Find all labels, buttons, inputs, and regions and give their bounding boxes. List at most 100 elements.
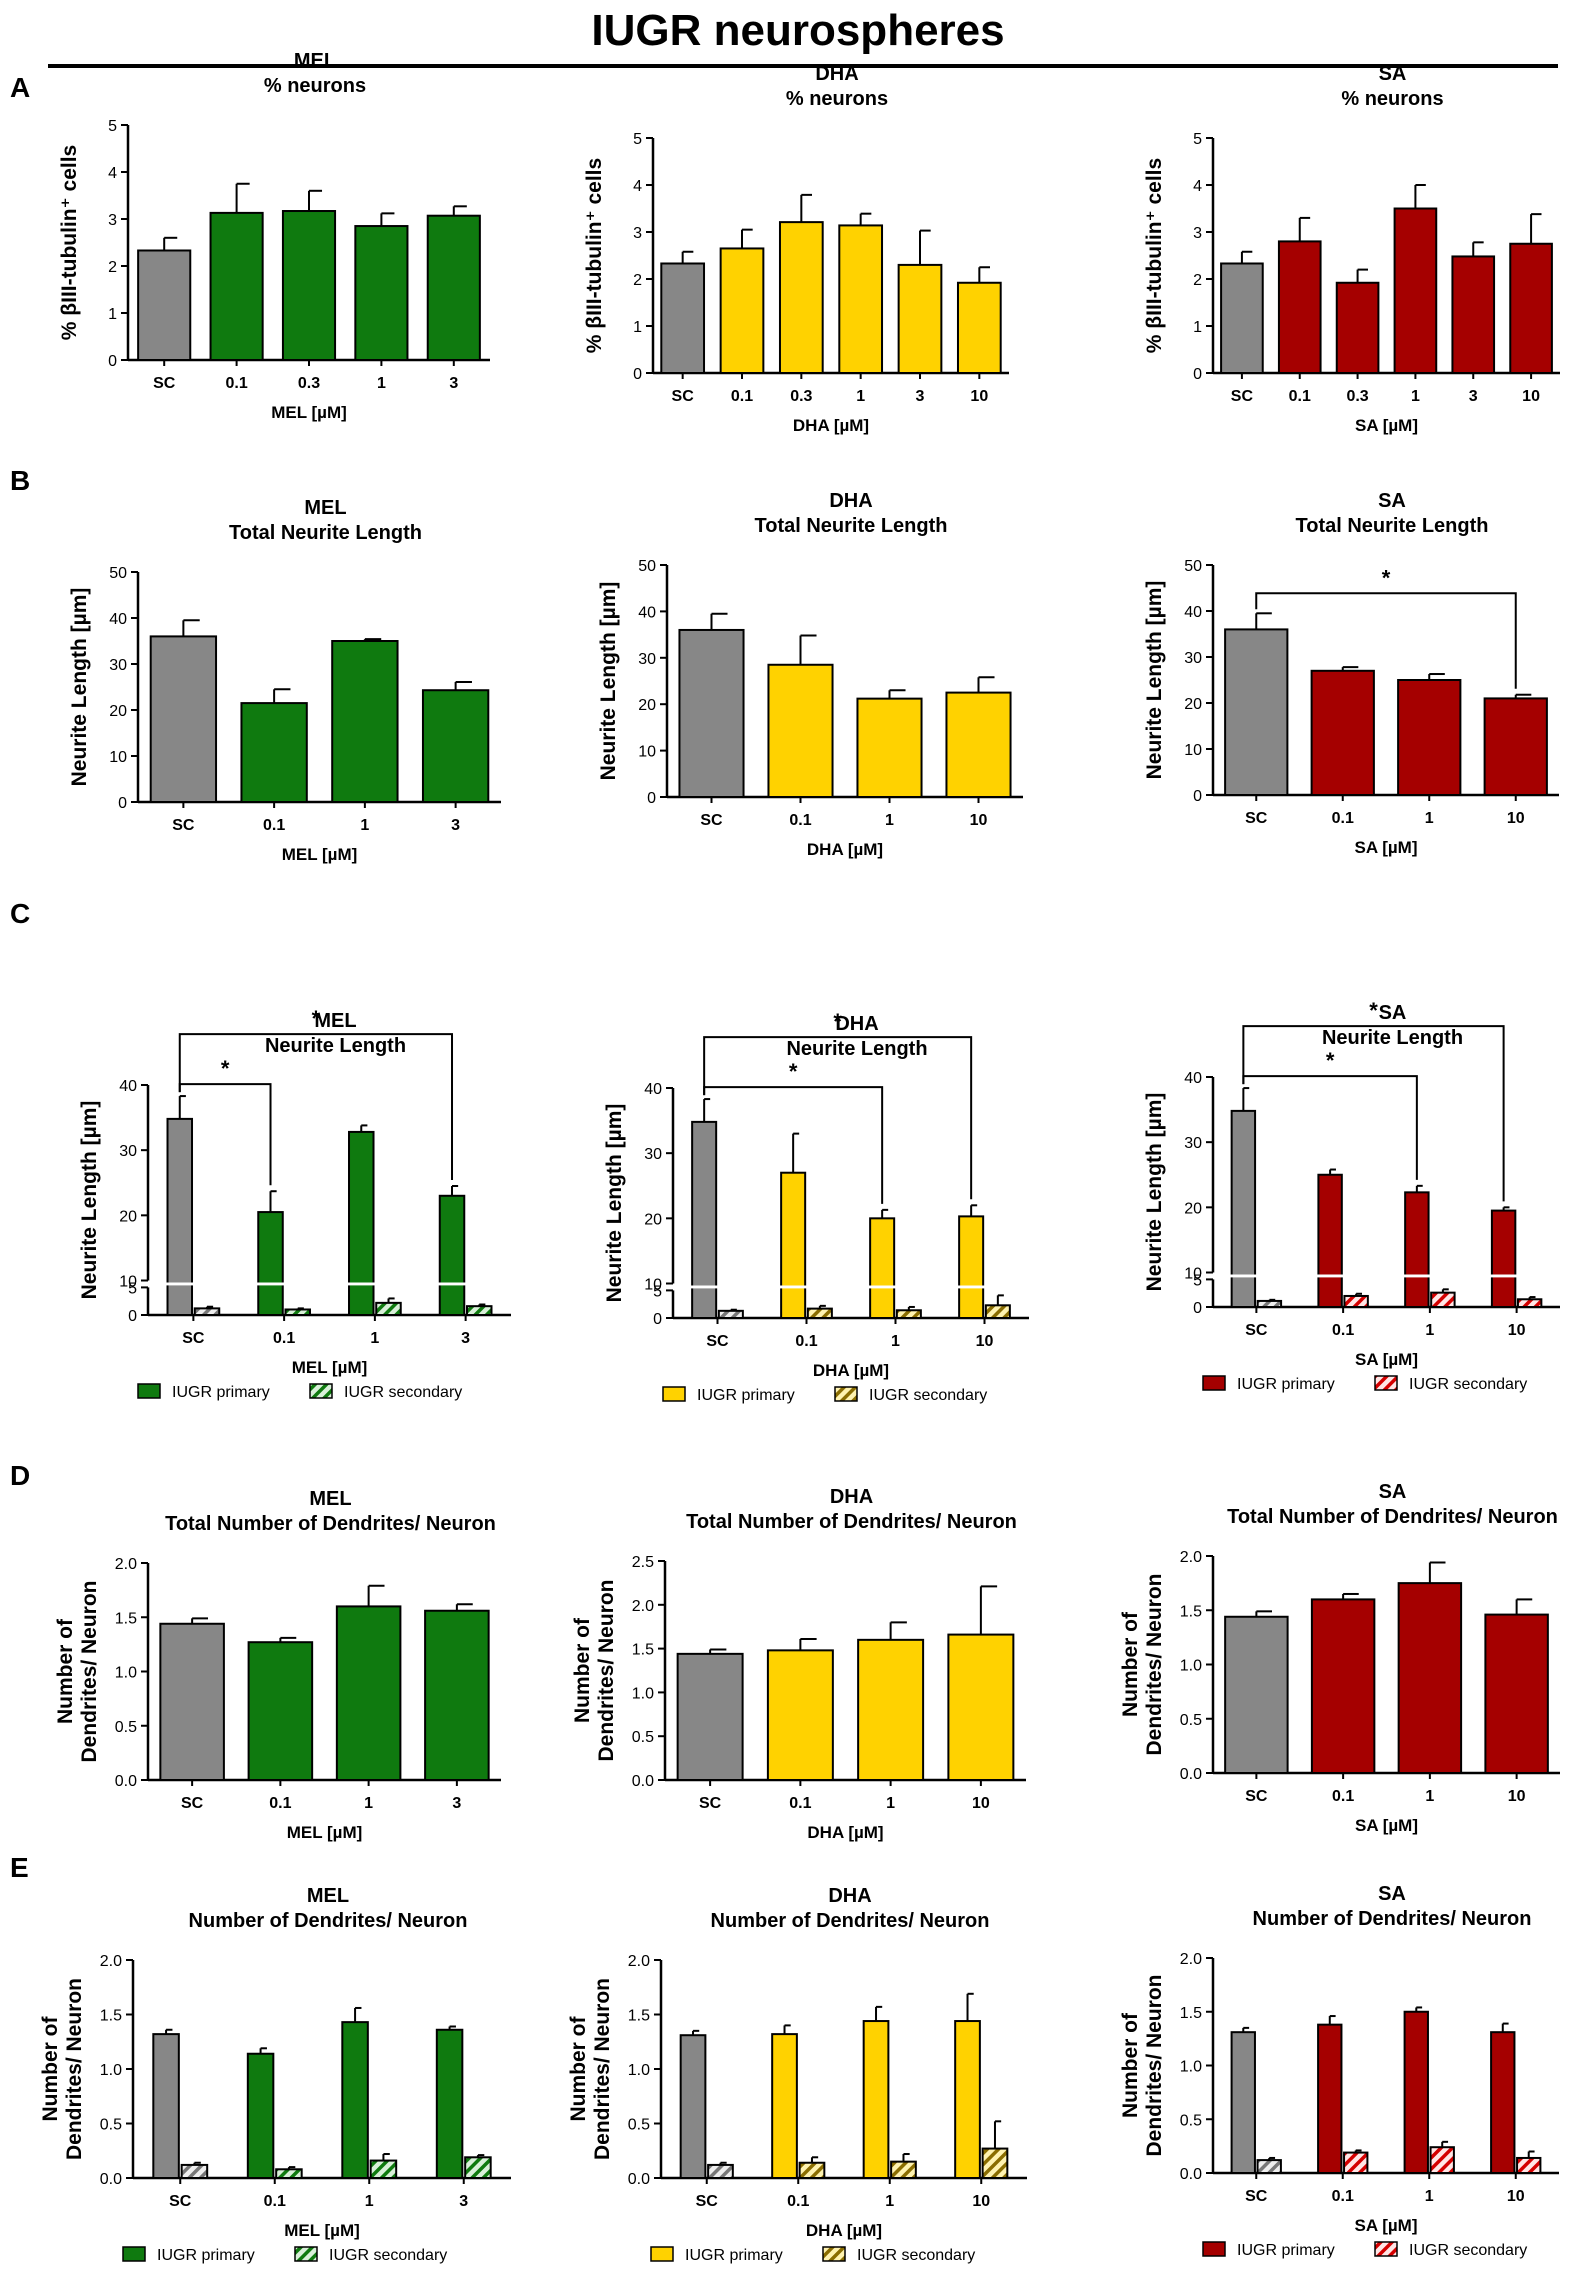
x-axis-label: SA [µM] bbox=[1355, 1816, 1418, 1835]
bar-4 bbox=[426, 214, 481, 361]
chart-e-mel: MEL Number of Dendrites/ Neuron 0.0 0.5 1.0 1… bbox=[39, 1885, 511, 2264]
y-tick-label: 50 bbox=[638, 558, 656, 575]
primary-bar-2 bbox=[1404, 1191, 1430, 1308]
y-tick-label: 3 bbox=[633, 225, 642, 242]
y-tick-label: 1.0 bbox=[1180, 2059, 1202, 2076]
x-tick-label: 1 bbox=[1425, 2188, 1434, 2205]
significance-bracket bbox=[1242, 1075, 1418, 1180]
legend-label-primary: IUGR primary bbox=[685, 2247, 783, 2264]
legend-swatch-secondary bbox=[1374, 2241, 1398, 2257]
y-tick-label: 2.0 bbox=[628, 1953, 650, 1970]
chart-title: SA bbox=[1379, 63, 1407, 85]
chart-subtitle: Number of Dendrites/ Neuron bbox=[1253, 1908, 1532, 1930]
y-tick-label: 0 bbox=[633, 366, 642, 383]
legend-label-primary: IUGR primary bbox=[172, 1384, 270, 1401]
y-tick-label: 1.0 bbox=[628, 2062, 650, 2079]
y-axis-label: Dendrites/ Neuron bbox=[1143, 1974, 1166, 2156]
x-tick-label: 1 bbox=[370, 1330, 379, 1347]
y-tick-label: 1.0 bbox=[1180, 1658, 1202, 1675]
x-tick-label: 0.1 bbox=[731, 388, 753, 405]
chart-a-sa: SA % neurons 0 1 2 3 4 5 % βIII-tubulin⁺ cells SC… bbox=[1143, 63, 1560, 435]
x-tick-label: 3 bbox=[459, 2193, 468, 2210]
chart-a-mel: MEL % neurons 0 1 2 3 4 5 % βIII-tubulin⁺ cells S… bbox=[58, 50, 490, 422]
x-tick-label: 10 bbox=[1522, 388, 1540, 405]
x-tick-label: 0.1 bbox=[1332, 1788, 1354, 1805]
x-axis-label: SA [µM] bbox=[1355, 2216, 1418, 2235]
significance-star: * bbox=[221, 1056, 230, 1081]
x-tick-label: SC bbox=[700, 812, 723, 829]
bar-2 bbox=[281, 210, 337, 361]
chart-subtitle: Total Number of Dendrites/ Neuron bbox=[686, 1511, 1017, 1533]
primary-bar-3 bbox=[958, 1215, 985, 1319]
bar-0 bbox=[137, 249, 192, 362]
y-tick-label: 40 bbox=[119, 1078, 137, 1095]
secondary-bar-2 bbox=[375, 1301, 402, 1316]
chart-b-sa: SA Total Neurite Length 0 10 20 30 40 50 Neurite… bbox=[1143, 490, 1559, 857]
primary-bar-1 bbox=[1317, 1173, 1343, 1308]
y-axis-label: Dendrites/ Neuron bbox=[595, 1579, 618, 1761]
significance-star: * bbox=[312, 1006, 321, 1031]
x-axis-label: MEL [µM] bbox=[284, 2221, 360, 2240]
bar-2 bbox=[331, 640, 399, 803]
bar-0 bbox=[159, 1622, 225, 1782]
axis-break-gap bbox=[136, 1282, 513, 1286]
chart-e-sa: SA Number of Dendrites/ Neuron 0.0 0.5 1.0 1.… bbox=[1119, 1883, 1559, 2259]
x-tick-label: 10 bbox=[972, 2193, 990, 2210]
x-tick-label: 10 bbox=[972, 1795, 990, 1812]
y-tick-label: 20 bbox=[638, 697, 656, 714]
legend-label-primary: IUGR primary bbox=[1237, 2242, 1335, 2259]
y-axis-label: Dendrites/ Neuron bbox=[591, 1978, 614, 2160]
panel-label-a: A bbox=[10, 72, 31, 103]
y-tick-label: 0 bbox=[653, 1311, 662, 1328]
bar-2 bbox=[1335, 281, 1380, 375]
x-tick-label: 1 bbox=[1425, 1322, 1434, 1339]
y-tick-label: 0.5 bbox=[632, 1729, 654, 1746]
significance-bracket bbox=[1255, 592, 1517, 689]
secondary-bar-0 bbox=[707, 2163, 734, 2179]
chart-subtitle: Total Neurite Length bbox=[229, 522, 422, 544]
bar-2 bbox=[335, 1605, 402, 1782]
x-tick-label: 10 bbox=[1508, 1322, 1526, 1339]
secondary-bar-0 bbox=[717, 1309, 744, 1319]
legend-label-primary: IUGR primary bbox=[157, 2247, 255, 2264]
y-tick-label: 5 bbox=[108, 118, 117, 135]
x-axis-label: SA [µM] bbox=[1355, 838, 1418, 857]
x-tick-label: 1 bbox=[1425, 1788, 1434, 1805]
y-tick-label: 0 bbox=[647, 790, 656, 807]
legend-swatch-primary bbox=[137, 1383, 161, 1399]
y-tick-label: 0.0 bbox=[1180, 1766, 1202, 1783]
chart-c-mel: MEL Neurite Length 0 510 20 30 40 Neurite Lengt… bbox=[78, 1006, 513, 1401]
y-tick-label: 1 bbox=[1193, 319, 1202, 336]
secondary-bar-3 bbox=[465, 1305, 493, 1316]
y-tick-label: 20 bbox=[109, 703, 127, 720]
chart-title: SA bbox=[1378, 1883, 1406, 1905]
y-tick-label: 0 bbox=[128, 1308, 137, 1325]
y-tick-label: 40 bbox=[109, 611, 127, 628]
y-tick-label: 2 bbox=[633, 272, 642, 289]
x-tick-label: 10 bbox=[1507, 2188, 1525, 2205]
x-tick-label: 0.1 bbox=[789, 1795, 811, 1812]
bar-3 bbox=[421, 689, 490, 803]
figure-title: IUGR neurospheres bbox=[591, 6, 1005, 55]
legend-label-secondary: IUGR secondary bbox=[329, 2247, 447, 2264]
x-tick-label: 10 bbox=[1508, 1788, 1526, 1805]
primary-bar-0 bbox=[166, 1117, 194, 1317]
bar-3 bbox=[1484, 1613, 1549, 1774]
y-tick-label: 5 bbox=[1193, 1272, 1202, 1289]
primary-bar-2 bbox=[862, 2020, 890, 2180]
y-axis-label: % βIII-tubulin⁺ cells bbox=[1143, 158, 1166, 353]
x-tick-label: SC bbox=[169, 2193, 192, 2210]
y-axis-label: Neurite Length [µm] bbox=[1143, 581, 1166, 780]
x-tick-label: 3 bbox=[461, 1330, 470, 1347]
chart-title: SA bbox=[1379, 1002, 1407, 1024]
bar-1 bbox=[240, 702, 308, 803]
chart-title: MEL bbox=[307, 1885, 349, 1907]
primary-bar-1 bbox=[257, 1211, 284, 1316]
x-tick-label: SC bbox=[1231, 388, 1254, 405]
y-tick-label: 0.5 bbox=[115, 1719, 137, 1736]
chart-e-dha: DHA Number of Dendrites/ Neuron 0.0 0.5 1.0 1… bbox=[567, 1885, 1027, 2264]
x-axis-label: DHA [µM] bbox=[807, 840, 883, 859]
secondary-bar-2 bbox=[1429, 2146, 1455, 2174]
secondary-bar-1 bbox=[275, 2168, 303, 2180]
